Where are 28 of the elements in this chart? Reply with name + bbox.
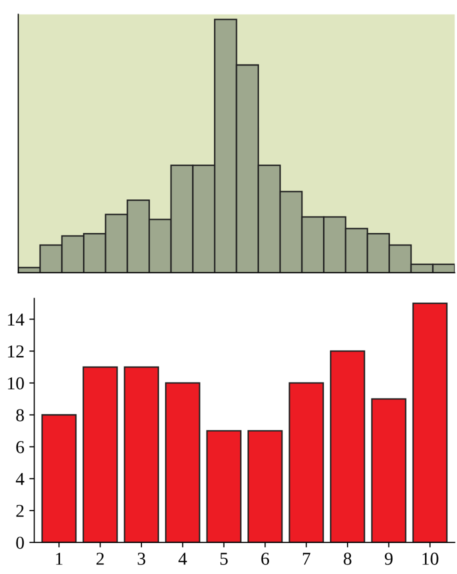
y-tick-label: 12 [8, 345, 24, 358]
bar [41, 414, 77, 542]
bar [124, 366, 160, 542]
y-tick-label: 2 [16, 504, 24, 517]
x-tick-label: 4 [178, 552, 187, 565]
y-tick-label: 10 [8, 377, 24, 390]
y-tick-label: 6 [16, 441, 24, 454]
bar [330, 350, 366, 542]
bar [371, 398, 406, 542]
y-tick-label: 4 [16, 473, 24, 485]
x-tick-label: 6 [261, 552, 270, 565]
x-tick-label: 2 [96, 552, 104, 565]
bar [288, 382, 324, 542]
x-tick-label: 5 [220, 552, 228, 565]
x-tick-label: 9 [384, 552, 393, 565]
x-tick-label: 3 [138, 552, 146, 565]
x-tick-label: 8 [344, 552, 352, 565]
y-tick-label: 8 [16, 409, 24, 422]
bar [82, 366, 118, 542]
bar [248, 430, 283, 542]
x-tick-label: 10 [422, 552, 438, 565]
bar [206, 430, 242, 542]
x-tick-label: 1 [56, 552, 62, 565]
bar [412, 302, 448, 542]
x-tick-label: 7 [303, 552, 310, 565]
y-tick-label: 0 [16, 536, 24, 549]
y-tick-label: 14 [8, 314, 24, 326]
bar [165, 382, 200, 542]
